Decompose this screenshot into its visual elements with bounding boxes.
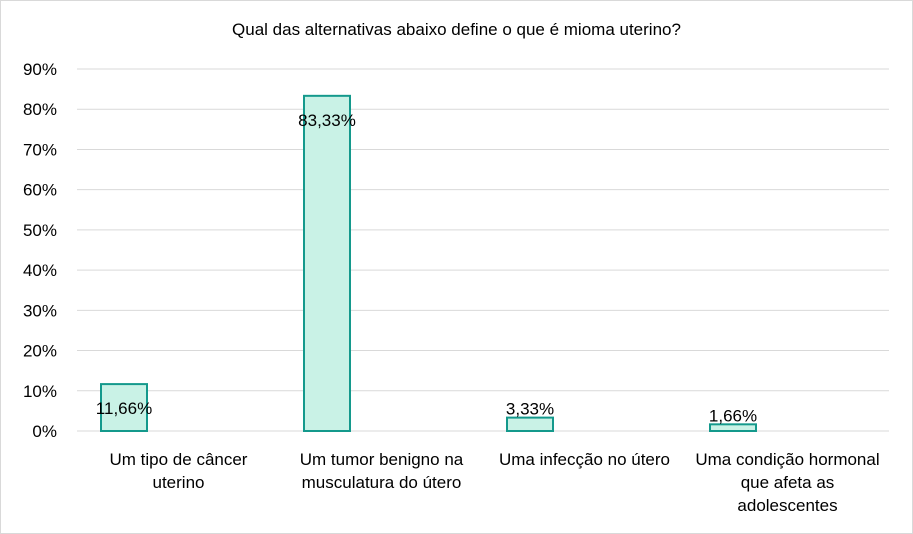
- x-category-label: Um tumor benigno na musculatura do útero: [299, 450, 464, 492]
- y-axis-ticks: 0% 10% 20% 30% 40% 50% 60% 70% 80% 90%: [23, 60, 57, 441]
- y-tick-label: 50%: [23, 221, 57, 240]
- bar: [303, 94, 351, 433]
- y-tick-label: 90%: [23, 60, 57, 79]
- x-category-label: Uma condição hormonal que afeta as adole…: [695, 450, 880, 515]
- y-tick-label: 0%: [32, 422, 57, 441]
- bar: [506, 416, 554, 432]
- gridlines: [77, 68, 889, 432]
- bars: [100, 94, 757, 433]
- data-label: 3,33%: [506, 400, 554, 419]
- y-tick-label: 70%: [23, 140, 57, 159]
- x-category-label: Uma infecção no útero: [498, 450, 671, 469]
- bar: [709, 423, 757, 433]
- data-label: 11,66%: [96, 399, 152, 418]
- data-label: 1,66%: [709, 406, 757, 425]
- bar: [100, 383, 148, 433]
- y-tick-label: 60%: [23, 181, 57, 200]
- x-category-label: Um tipo de câncer uterino: [109, 450, 248, 492]
- data-labels: 11,66% 83,33% 3,33% 1,66%: [96, 111, 757, 425]
- data-label: 83,33%: [298, 111, 356, 130]
- y-tick-label: 20%: [23, 342, 57, 361]
- y-tick-label: 40%: [23, 261, 57, 280]
- y-tick-label: 10%: [23, 382, 57, 401]
- y-tick-label: 80%: [23, 100, 57, 119]
- y-tick-label: 30%: [23, 301, 57, 320]
- chart-title: Qual das alternativas abaixo define o qu…: [232, 20, 681, 39]
